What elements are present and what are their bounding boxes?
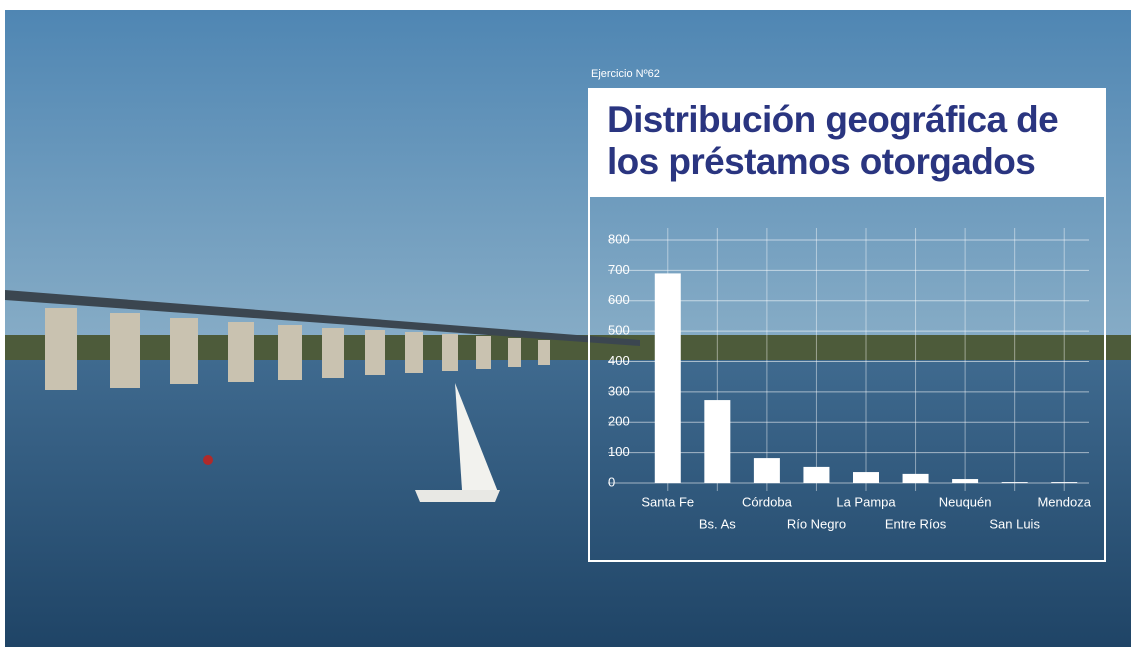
y-tick-label: 700 (608, 262, 630, 277)
x-tick-label: Bs. As (699, 516, 736, 531)
y-tick-label: 800 (608, 231, 630, 246)
frame (588, 88, 1106, 562)
x-tick-label: La Pampa (836, 494, 896, 509)
x-tick-label: Santa Fe (641, 494, 694, 509)
bar (1001, 482, 1028, 483)
x-tick-label: Córdoba (742, 494, 793, 509)
y-tick-label: 300 (608, 383, 630, 398)
bar (753, 458, 780, 483)
bar (803, 466, 830, 483)
bar (952, 479, 979, 483)
kicker: Ejercicio Nº62 (591, 68, 660, 80)
x-tick-label: Neuquén (939, 494, 992, 509)
chart-title: Distribución geográfica de los préstamos… (589, 89, 1105, 197)
x-tick-label: Río Negro (787, 516, 846, 531)
y-tick-label: 500 (608, 323, 630, 338)
y-tick-label: 600 (608, 292, 630, 307)
y-tick-label: 100 (608, 444, 630, 459)
bar (704, 400, 731, 483)
bar (853, 472, 879, 483)
x-tick-label: San Luis (989, 516, 1040, 531)
bar (1051, 482, 1078, 483)
bar (902, 473, 929, 483)
x-tick-label: Entre Ríos (885, 516, 947, 531)
x-tick-label: Mendoza (1037, 494, 1091, 509)
y-tick-label: 200 (608, 414, 630, 429)
y-tick-label: 400 (608, 353, 630, 368)
y-tick-label: 0 (608, 474, 615, 489)
bar (654, 273, 681, 483)
